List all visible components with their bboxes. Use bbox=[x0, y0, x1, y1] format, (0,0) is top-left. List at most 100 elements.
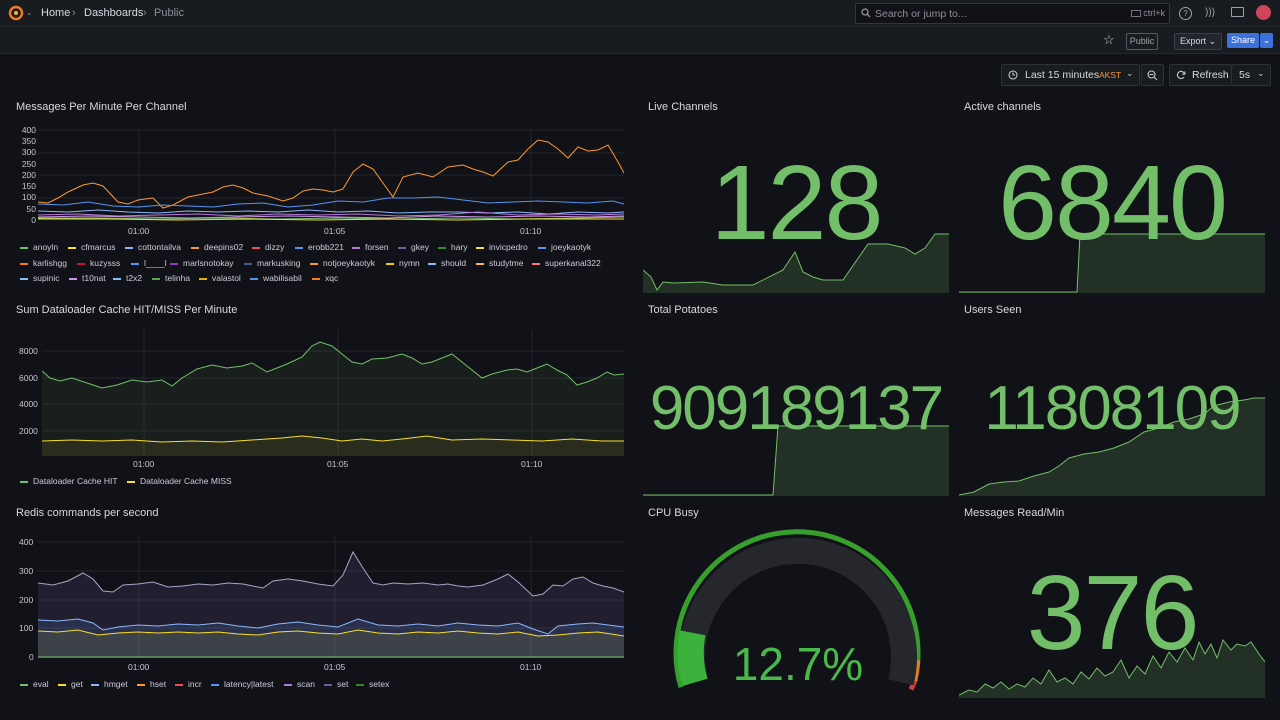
legend-swatch bbox=[476, 262, 484, 265]
grafana-logo-icon[interactable] bbox=[8, 5, 24, 21]
monitor-icon[interactable] bbox=[1231, 7, 1244, 17]
legend-item[interactable]: telinha bbox=[152, 273, 190, 283]
legend-item[interactable]: erobb221 bbox=[295, 242, 344, 252]
time-range-label: Last 15 minutes bbox=[1025, 69, 1100, 81]
legend-item[interactable]: marlsnotokay bbox=[170, 258, 234, 268]
messages-chart-plot[interactable] bbox=[38, 128, 624, 222]
chevron-down-icon[interactable]: ⌄ bbox=[26, 8, 33, 17]
legend-item[interactable]: eval bbox=[20, 679, 49, 689]
breadcrumb-home[interactable]: Home bbox=[41, 7, 71, 19]
legend-label: eval bbox=[33, 679, 49, 689]
panel-title-messages-read[interactable]: Messages Read/Min bbox=[964, 507, 1065, 519]
legend-item[interactable]: supinic bbox=[20, 273, 59, 283]
legend-label: invicpedro bbox=[489, 242, 528, 252]
refresh-button[interactable]: Refresh bbox=[1169, 64, 1232, 86]
legend-swatch bbox=[312, 277, 320, 280]
legend-swatch bbox=[250, 277, 258, 280]
legend-item[interactable]: t10nat bbox=[69, 273, 106, 283]
legend-item[interactable]: notjoeykaotyk bbox=[310, 258, 375, 268]
share-button[interactable]: Share bbox=[1227, 33, 1259, 48]
panel-title-total-potatoes[interactable]: Total Potatoes bbox=[648, 304, 718, 316]
legend-label: get bbox=[71, 679, 83, 689]
y-tick: 300 bbox=[19, 566, 34, 576]
total-potatoes-value: 909189137 bbox=[649, 374, 944, 443]
user-avatar[interactable] bbox=[1256, 5, 1271, 20]
panel-title-redis[interactable]: Redis commands per second bbox=[16, 507, 159, 519]
panel-title-users-seen[interactable]: Users Seen bbox=[964, 304, 1022, 316]
search-input[interactable]: Search or jump to... ctrl+k bbox=[855, 3, 1170, 24]
legend-label: incr bbox=[188, 679, 202, 689]
panel-title-messages[interactable]: Messages Per Minute Per Channel bbox=[16, 101, 187, 113]
legend-item[interactable]: deepins02 bbox=[191, 242, 243, 252]
panel-title-active-channels[interactable]: Active channels bbox=[964, 101, 1042, 113]
legend-item[interactable]: hmget bbox=[91, 679, 128, 689]
help-icon[interactable]: ? bbox=[1179, 7, 1192, 20]
y-tick: 200 bbox=[19, 595, 34, 605]
legend-item[interactable]: setex bbox=[356, 679, 389, 689]
legend-item[interactable]: dizzy bbox=[252, 242, 284, 252]
legend-item[interactable]: should bbox=[428, 258, 466, 268]
legend-item[interactable]: l____l bbox=[131, 258, 167, 268]
legend-item[interactable]: hset bbox=[137, 679, 166, 689]
panel-title-dataloader[interactable]: Sum Dataloader Cache HIT/MISS Per Minute bbox=[16, 304, 238, 316]
redis-chart-plot[interactable] bbox=[38, 535, 624, 659]
legend-item[interactable]: latency|latest bbox=[211, 679, 273, 689]
zoom-out-button[interactable] bbox=[1141, 64, 1164, 86]
legend-label: latency|latest bbox=[224, 679, 274, 689]
legend-item[interactable]: set bbox=[324, 679, 348, 689]
legend-item[interactable]: xqc bbox=[312, 273, 338, 283]
legend-item[interactable]: Dataloader Cache MISS bbox=[127, 476, 232, 486]
legend-item[interactable]: nymn bbox=[386, 258, 420, 268]
legend-swatch bbox=[113, 277, 121, 280]
x-tick: 01:10 bbox=[521, 459, 543, 469]
legend-item[interactable]: t2x2 bbox=[113, 273, 142, 283]
refresh-interval-picker[interactable]: 5s ⌄ bbox=[1231, 64, 1271, 86]
top-nav-bar: ⌄ Home › Dashboards › Public Search or j… bbox=[0, 0, 1280, 27]
legend-label: anoyln bbox=[33, 242, 59, 252]
series-line-cache-miss bbox=[42, 435, 624, 443]
legend-item[interactable]: superkanal322 bbox=[532, 258, 601, 268]
series-area-get bbox=[38, 630, 624, 658]
messages-read-value: 376 bbox=[1026, 554, 1200, 672]
legend-item[interactable]: invicpedro bbox=[476, 242, 528, 252]
active-channels-sparkline bbox=[959, 233, 1265, 293]
legend-swatch bbox=[58, 683, 66, 686]
legend-item[interactable]: hary bbox=[438, 242, 468, 252]
breadcrumb-separator-icon: › bbox=[143, 7, 147, 19]
legend-item[interactable]: incr bbox=[175, 679, 202, 689]
legend-item[interactable]: scan bbox=[284, 679, 315, 689]
legend-item[interactable]: Dataloader Cache HIT bbox=[20, 476, 118, 486]
legend-item[interactable]: studytme bbox=[476, 258, 524, 268]
zoom-out-icon bbox=[1147, 70, 1158, 81]
legend-item[interactable]: wabilisabil bbox=[250, 273, 302, 283]
panel-title-live-channels[interactable]: Live Channels bbox=[648, 101, 718, 113]
legend-item[interactable]: cfmarcus bbox=[68, 242, 115, 252]
time-range-picker[interactable]: Last 15 minutes AKST ⌄ bbox=[1001, 64, 1140, 86]
legend-swatch bbox=[20, 246, 28, 249]
legend-swatch bbox=[77, 262, 85, 265]
legend-item[interactable]: gkey bbox=[398, 242, 429, 252]
breadcrumb-dashboards[interactable]: Dashboards bbox=[84, 7, 144, 19]
legend-item[interactable]: karlishgg bbox=[20, 258, 67, 268]
legend-item[interactable]: kuzysss bbox=[77, 258, 120, 268]
legend-item[interactable]: markusking bbox=[244, 258, 300, 268]
legend-item[interactable]: cottontailva bbox=[125, 242, 181, 252]
legend-item[interactable]: joeykaotyk bbox=[538, 242, 591, 252]
panel-title-cpu-busy[interactable]: CPU Busy bbox=[648, 507, 699, 519]
news-feed-icon[interactable]: ))) bbox=[1205, 7, 1215, 18]
legend-item[interactable]: valastol bbox=[199, 273, 241, 283]
legend-label: l____l bbox=[144, 258, 167, 268]
legend-item[interactable]: forsen bbox=[352, 242, 389, 252]
series-line-joeykaotyk bbox=[38, 209, 624, 215]
series-line-cache-hit bbox=[42, 341, 624, 389]
export-button[interactable]: Export ⌄ bbox=[1174, 33, 1222, 50]
chevron-down-icon: ⌄ bbox=[1257, 68, 1265, 78]
live-channels-value: 128 bbox=[710, 144, 884, 262]
dataloader-chart-plot[interactable] bbox=[42, 330, 624, 456]
star-icon[interactable]: ☆ bbox=[1103, 32, 1115, 47]
legend-item[interactable]: anoyln bbox=[20, 242, 58, 252]
share-menu-chevron-icon[interactable]: ⌄ bbox=[1260, 33, 1273, 48]
y-tick: 100 bbox=[21, 192, 36, 202]
legend-label: markusking bbox=[257, 258, 301, 268]
legend-item[interactable]: get bbox=[58, 679, 83, 689]
